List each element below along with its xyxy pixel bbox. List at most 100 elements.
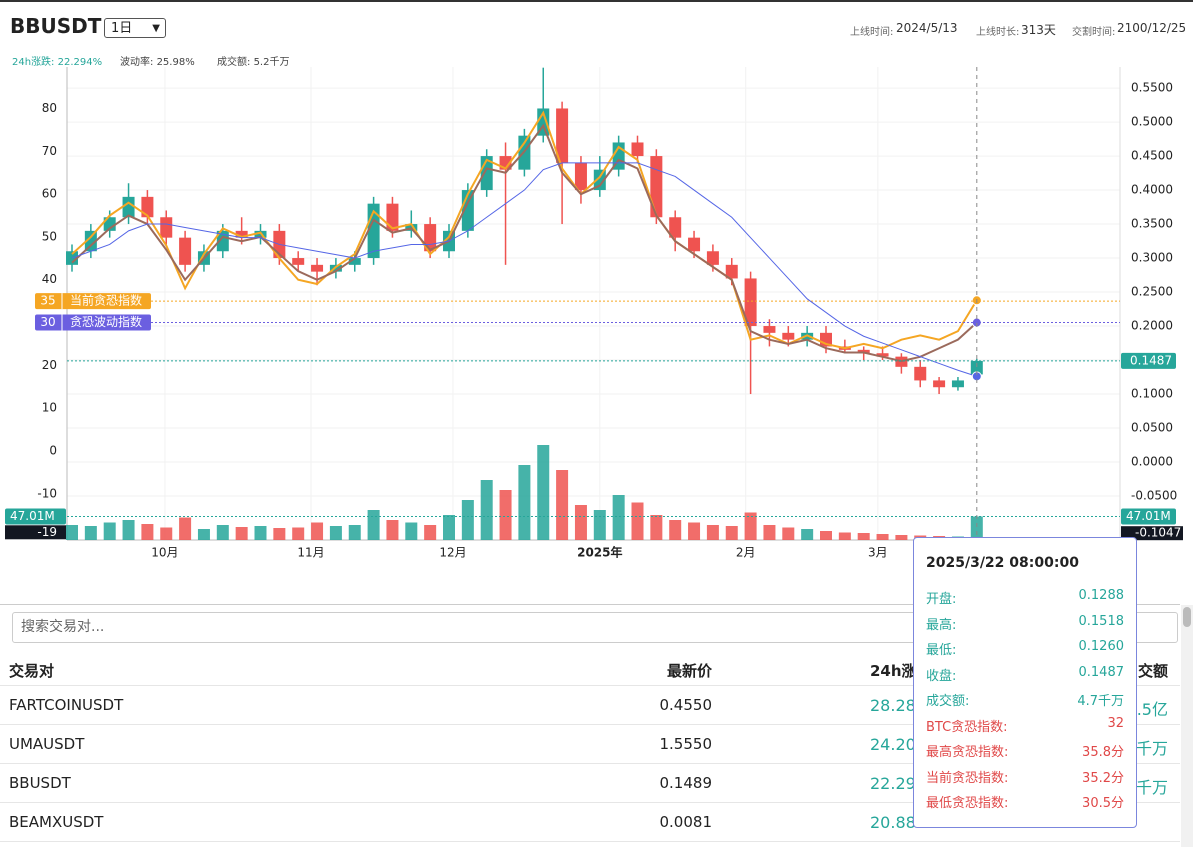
tooltip-label: 最高:	[926, 617, 957, 633]
tooltip-label: 开盘:	[926, 592, 957, 607]
volume-bar	[122, 520, 135, 540]
candle-body	[235, 230, 248, 238]
volume-bar	[631, 502, 644, 540]
cursor-tag	[1121, 526, 1183, 541]
volume-bar	[84, 526, 97, 540]
candle-body	[311, 264, 324, 272]
table-header: 交额	[1137, 662, 1168, 680]
volume-bar	[367, 510, 380, 540]
volume-bar	[292, 527, 305, 540]
tooltip: 2025/3/22 08:00:00 开盘: 0.1288 最高: 0.1518 最低:…	[913, 537, 1137, 828]
volume-bar	[66, 525, 78, 540]
y-tick-label: 0	[49, 443, 57, 457]
tooltip-row: 最低贪恐指数: 30.5分	[926, 792, 1124, 811]
info-label: 交割时间:	[1072, 27, 1116, 38]
chart: 0.5500 0.5000 0.4500 0.4000 0.3500 0.3000 0.25…	[5, 67, 1183, 560]
candle-body	[763, 326, 776, 333]
volume-bar	[424, 525, 437, 540]
search-input[interactable]: 搜索交易对...	[12, 612, 1178, 643]
y2-tick-label: 0.0000	[1131, 455, 1173, 469]
x-tick-label: 11月	[297, 546, 324, 560]
volume-bar	[763, 525, 776, 540]
candle-body	[84, 230, 97, 252]
tooltip-title: 2025/3/22 08:00:00	[926, 555, 1079, 571]
volume-bar	[574, 505, 587, 540]
stat-value: 25.98%	[156, 57, 195, 68]
candle-body	[141, 196, 154, 218]
volume-bar	[744, 512, 757, 540]
candle-body	[631, 142, 644, 157]
tooltip-row: 最高: 0.1518	[926, 614, 1124, 633]
volume-bar	[499, 490, 512, 540]
volume-bar	[405, 522, 418, 540]
series-line	[71, 123, 978, 363]
volume-tag-label: 47.01M	[10, 509, 55, 523]
scrollbar[interactable]	[1181, 605, 1193, 847]
tooltip-label: 收盘:	[926, 668, 957, 684]
y2-tick-label: -0.0500	[1131, 489, 1177, 503]
volume-bar	[197, 529, 210, 540]
series-line	[71, 162, 977, 377]
level-value: 35	[40, 294, 55, 308]
x-tick-label: 12月	[439, 546, 466, 560]
info-value: 313天	[1021, 23, 1056, 37]
candle-body	[122, 196, 135, 218]
cursor-tag-label: -19	[37, 525, 57, 539]
candle-body	[292, 258, 305, 265]
tooltip-label: 最高贪恐指数:	[926, 745, 1009, 760]
candle-body	[669, 217, 682, 238]
interval-select[interactable]: 1日 ▼	[104, 18, 166, 38]
candle-body	[593, 169, 606, 191]
select-arrow: ▼	[152, 23, 160, 34]
stat: 波动率: 25.98%	[120, 53, 195, 68]
info-value: 2024/5/13	[896, 21, 958, 35]
tooltip-row: 最低: 0.1260	[926, 639, 1124, 658]
volume-bar	[669, 520, 682, 540]
volume-bar	[895, 535, 908, 540]
candle-body	[688, 237, 701, 252]
table-cell: BEAMXUSDT	[9, 813, 104, 831]
volume-bar	[725, 526, 738, 540]
stat: 24h涨跌: 22.294%	[12, 53, 102, 68]
plot-area	[67, 67, 1120, 540]
candle-body	[556, 108, 569, 163]
level-tag	[35, 293, 151, 310]
volume-bar	[593, 510, 606, 540]
y-tick-label: 10	[42, 401, 57, 415]
level-name: 当前贪恐指数	[70, 293, 142, 308]
table-header: 24h涨	[870, 662, 917, 680]
level-name: 贪恐波动指数	[70, 314, 142, 329]
tooltip-row: 当前贪恐指数: 35.2分	[926, 767, 1124, 786]
stat-label: 24h涨跌:	[12, 57, 55, 68]
row-line	[0, 685, 1180, 686]
volume-bar	[820, 531, 832, 540]
tooltip-label: 当前贪恐指数:	[926, 770, 1009, 786]
candle-body	[725, 264, 738, 279]
tooltip-label: 最低:	[926, 643, 957, 658]
volume-bar	[801, 529, 814, 540]
x-tick-label: 2025年	[577, 545, 622, 560]
row-line	[0, 841, 1180, 842]
volume-bar	[141, 524, 154, 540]
candle-body	[216, 230, 229, 252]
tooltip-row: 成交额: 4.7千万	[926, 690, 1124, 709]
tooltip-row: 最高贪恐指数: 35.8分	[926, 741, 1124, 760]
tooltip-row: 开盘: 0.1288	[926, 588, 1124, 607]
table-header: 最新价	[666, 662, 712, 680]
y2-tick-label: 0.0500	[1131, 421, 1173, 435]
table-cell: 28.28	[870, 696, 916, 715]
y2-tick-label: 0.3500	[1131, 217, 1173, 231]
volume-tag	[1121, 508, 1176, 525]
table-cell: 20.88	[870, 813, 916, 832]
search-placeholder: 搜索交易对...	[21, 619, 105, 635]
volume-bar	[480, 480, 493, 540]
tooltip-value: 30.5分	[1082, 796, 1124, 811]
candle-body	[650, 156, 663, 218]
scroll-thumb[interactable]	[1183, 607, 1191, 627]
volume-bar	[311, 522, 324, 540]
tooltip-value: 35.8分	[1082, 745, 1124, 760]
x-tick-label: 3月	[868, 546, 888, 560]
volume-bar	[857, 533, 870, 540]
tooltip-value: 0.1260	[1078, 639, 1125, 654]
candle-body	[876, 353, 889, 357]
